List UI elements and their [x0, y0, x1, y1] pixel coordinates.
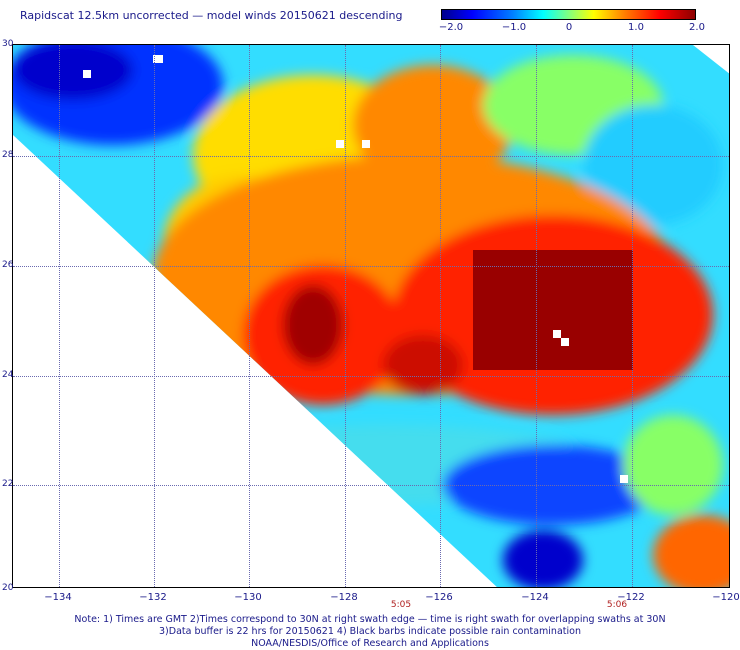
grid-parallel	[13, 266, 729, 267]
grid-meridian	[154, 45, 155, 587]
swath-time-label: 5:06	[606, 600, 628, 610]
colorbar-label-max: 2.0	[689, 22, 705, 33]
colorbar-label-min: −2.0	[438, 22, 464, 33]
map-plot-area	[12, 44, 730, 588]
grid-parallel	[13, 156, 729, 157]
missing-data-cell	[153, 55, 163, 63]
lat-label: 24	[2, 370, 14, 380]
grid-parallel	[13, 485, 729, 486]
footnote-credit: NOAA/NESDIS/Office of Research and Appli…	[251, 638, 489, 649]
grid-meridian	[249, 45, 250, 587]
colorbar-label-pos1: 1.0	[628, 22, 644, 33]
lat-label: 28	[2, 150, 14, 160]
lat-label: 22	[2, 479, 14, 489]
strong-positive-region	[473, 250, 633, 370]
lon-label: −126	[425, 592, 453, 603]
missing-data-cell	[620, 475, 628, 483]
lat-label: 30	[2, 39, 14, 49]
missing-data-cell	[561, 338, 569, 346]
lat-label: 26	[2, 260, 14, 270]
grid-parallel	[13, 376, 729, 377]
footnote-line-2: 3)Data buffer is 22 hrs for 20150621 4) …	[159, 626, 581, 637]
lon-label: −122	[617, 592, 645, 603]
grid-meridian	[59, 45, 60, 587]
lon-label: −120	[712, 592, 740, 603]
grid-meridian	[440, 45, 441, 587]
missing-data-cell	[362, 140, 370, 148]
lon-label: −134	[44, 592, 72, 603]
missing-data-cell	[336, 140, 344, 148]
swath-time-label: 5:05	[390, 600, 412, 610]
lon-label: −128	[330, 592, 358, 603]
missing-data-cell	[553, 330, 561, 338]
colorbar-label-zero: 0	[565, 22, 573, 33]
lat-label: 20	[2, 583, 14, 593]
colorbar	[441, 9, 696, 20]
lon-label: −130	[234, 592, 262, 603]
missing-data-cell	[83, 70, 91, 78]
colorbar-label-neg1: −1.0	[501, 22, 527, 33]
lon-label: −132	[139, 592, 167, 603]
grid-meridian	[632, 45, 633, 587]
wind-difference-field	[13, 45, 729, 587]
grid-meridian	[345, 45, 346, 587]
grid-meridian	[536, 45, 537, 587]
lon-label: −124	[521, 592, 549, 603]
plot-title: Rapidscat 12.5km uncorrected — model win…	[20, 9, 403, 22]
footnote-line-1: Note: 1) Times are GMT 2)Times correspon…	[74, 614, 666, 625]
